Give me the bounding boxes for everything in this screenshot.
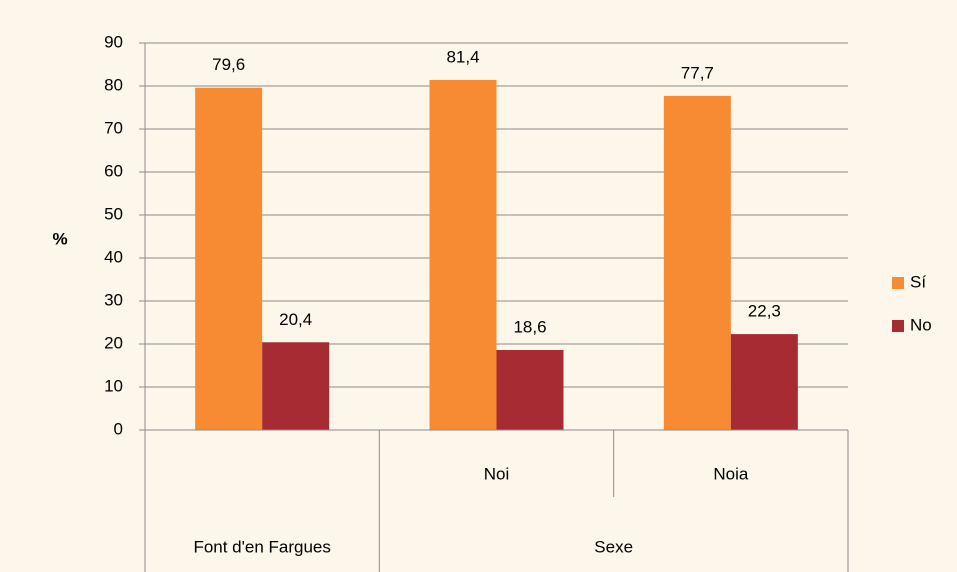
bar bbox=[730, 334, 798, 430]
value-label: 18,6 bbox=[513, 318, 546, 337]
legend-swatch bbox=[892, 320, 904, 332]
y-tick-label: 80 bbox=[104, 75, 123, 94]
value-label: 22,3 bbox=[748, 302, 781, 321]
y-tick-label: 40 bbox=[104, 247, 123, 266]
bar bbox=[663, 95, 731, 430]
value-label: 20,4 bbox=[279, 310, 312, 329]
legend-swatch bbox=[892, 277, 904, 289]
value-label: 77,7 bbox=[681, 63, 714, 82]
y-tick-label: 10 bbox=[104, 376, 123, 395]
x-group-label: Font d'en Fargues bbox=[193, 537, 330, 556]
y-tick-label: 0 bbox=[114, 419, 123, 438]
y-tick-label: 30 bbox=[104, 290, 123, 309]
y-tick-label: 60 bbox=[104, 161, 123, 180]
y-tick-label: 50 bbox=[104, 204, 123, 223]
bar bbox=[262, 342, 330, 430]
bar bbox=[496, 350, 564, 430]
x-tick-label: Noi bbox=[484, 464, 510, 483]
y-tick-label: 90 bbox=[104, 32, 123, 51]
x-tick-label: Noia bbox=[713, 464, 749, 483]
legend-label: No bbox=[910, 315, 932, 334]
value-label: 79,6 bbox=[212, 55, 245, 74]
x-group-label: Sexe bbox=[594, 537, 633, 556]
value-label: 81,4 bbox=[446, 47, 479, 66]
y-tick-label: 20 bbox=[104, 333, 123, 352]
bar bbox=[429, 79, 497, 430]
legend-label: Sí bbox=[910, 272, 926, 291]
y-tick-label: 70 bbox=[104, 118, 123, 137]
y-axis-label: % bbox=[52, 229, 67, 248]
bar bbox=[195, 87, 263, 430]
